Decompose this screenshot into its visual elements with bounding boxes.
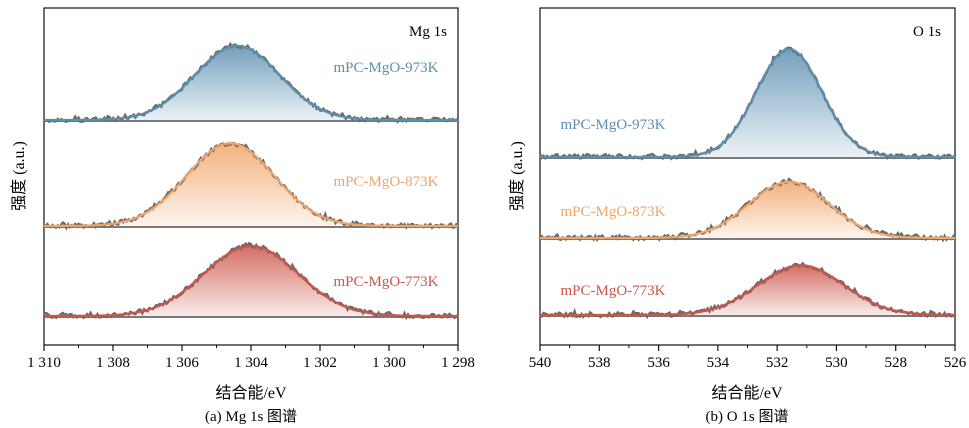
series-fill-mPC-MgO-873K bbox=[540, 181, 955, 238]
panel-b-label: O 1s bbox=[913, 24, 941, 40]
panel-b-caption: (b) O 1s 图谱 bbox=[706, 408, 789, 425]
series-label-mPC-MgO-873K: mPC-MgO-873K bbox=[333, 174, 438, 190]
series-fill-mPC-MgO-873K bbox=[44, 143, 458, 226]
panel-a-x-axis-label: 结合能/eV bbox=[215, 384, 287, 402]
series-fit-mPC-MgO-973K bbox=[540, 47, 955, 159]
series-label-mPC-MgO-773K: mPC-MgO-773K bbox=[333, 274, 438, 290]
x-tick-label: 534 bbox=[707, 355, 730, 371]
series-fit-mPC-MgO-973K bbox=[44, 44, 458, 122]
panel-b: mPC-MgO-973K mPC-MgO-873K mPC-MgO-773K 540… bbox=[508, 7, 967, 425]
panel-b-y-axis-label: 强度 (a.u.) bbox=[508, 141, 526, 211]
x-tick-label: 1 302 bbox=[303, 355, 337, 371]
series-fill-mPC-MgO-973K bbox=[540, 49, 955, 157]
series-fill-mPC-MgO-773K bbox=[44, 246, 458, 316]
series-fill-mPC-MgO-973K bbox=[44, 45, 458, 120]
panel-b-plot-area: mPC-MgO-973K mPC-MgO-873K mPC-MgO-773K bbox=[538, 46, 957, 319]
x-tick-label: 526 bbox=[944, 355, 967, 371]
series-fit-mPC-MgO-873K bbox=[540, 180, 955, 240]
x-tick-label: 1 310 bbox=[27, 355, 61, 371]
series-fit-mPC-MgO-773K bbox=[44, 244, 458, 318]
x-tick-label: 530 bbox=[825, 355, 848, 371]
panel-a-caption: (a) Mg 1s 图谱 bbox=[205, 408, 297, 425]
series-label-mPC-MgO-973K: mPC-MgO-973K bbox=[560, 117, 665, 133]
x-tick-label: 1 304 bbox=[234, 355, 268, 371]
panel-a-label: Mg 1s bbox=[409, 24, 447, 40]
panel-b-x-axis-label: 结合能/eV bbox=[711, 384, 783, 402]
panel-a-x-ticks: 1 310 1 308 1 306 1 304 1 302 1 300 1 298 bbox=[27, 345, 475, 371]
x-tick-label: 528 bbox=[884, 355, 907, 371]
panel-a: mPC-MgO-973K mPC-MgO-873K mPC-MgO-773K 1 3… bbox=[10, 7, 475, 425]
panel-b-x-ticks: 540 538 536 534 532 530 528 526 bbox=[529, 345, 967, 371]
panel-a-y-axis-label: 强度 (a.u.) bbox=[10, 141, 28, 211]
x-tick-label: 1 298 bbox=[441, 355, 475, 371]
series-fill-mPC-MgO-773K bbox=[540, 265, 955, 315]
x-tick-label: 540 bbox=[529, 355, 552, 371]
series-label-mPC-MgO-973K: mPC-MgO-973K bbox=[333, 60, 438, 76]
series-fit-mPC-MgO-873K bbox=[44, 142, 458, 228]
x-tick-label: 536 bbox=[647, 355, 670, 371]
x-tick-label: 1 306 bbox=[165, 355, 199, 371]
series-label-mPC-MgO-873K: mPC-MgO-873K bbox=[560, 204, 665, 220]
series-label-mPC-MgO-773K: mPC-MgO-773K bbox=[560, 283, 665, 299]
x-tick-label: 1 308 bbox=[96, 355, 130, 371]
panel-a-plot-area: mPC-MgO-973K mPC-MgO-873K mPC-MgO-773K bbox=[43, 41, 459, 321]
x-tick-label: 538 bbox=[588, 355, 611, 371]
x-tick-label: 532 bbox=[766, 355, 789, 371]
series-fit-mPC-MgO-773K bbox=[540, 264, 955, 317]
x-tick-label: 1 300 bbox=[372, 355, 406, 371]
